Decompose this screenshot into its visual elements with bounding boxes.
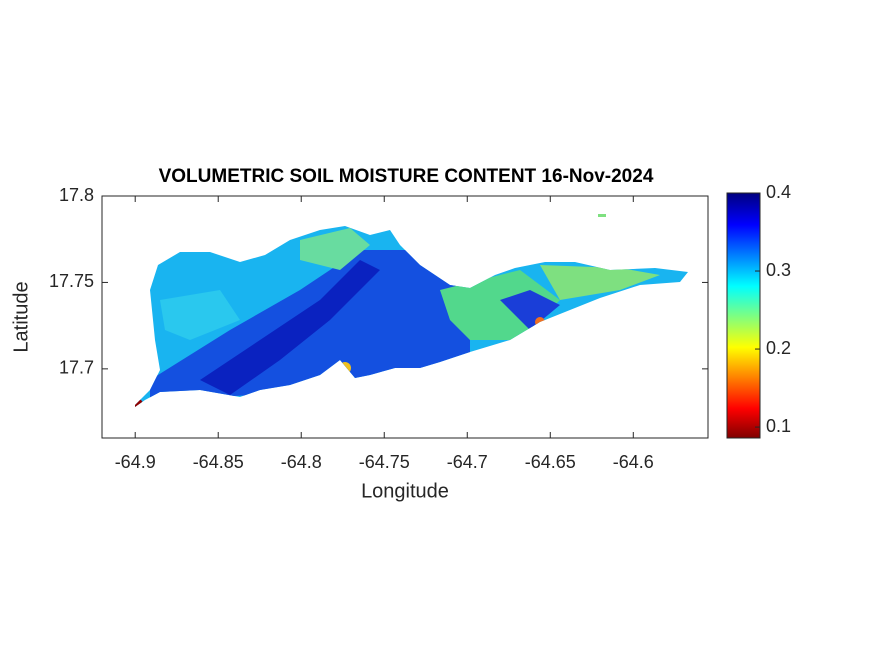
x-tick-label: -64.7	[447, 452, 488, 472]
colorbar-tick-label: 0.4	[766, 182, 791, 202]
islet	[598, 214, 606, 217]
y-tick-label: 17.75	[49, 271, 94, 291]
colorbar	[726, 192, 761, 439]
y-tick-label: 17.7	[59, 358, 94, 378]
x-tick-label: -64.75	[359, 452, 410, 472]
x-tick-label: -64.85	[193, 452, 244, 472]
x-tick-label: -64.9	[115, 452, 156, 472]
y-axis-label: Latitude	[10, 281, 32, 352]
chart-title: VOLUMETRIC SOIL MOISTURE CONTENT 16-Nov-…	[159, 166, 654, 187]
x-tick-label: -64.65	[525, 452, 576, 472]
colorbar-tick-label: 0.3	[766, 260, 791, 280]
x-tick-label: -64.6	[613, 452, 654, 472]
x-tick-label: -64.8	[281, 452, 322, 472]
colorbar-tick-label: 0.2	[766, 338, 791, 358]
colorbar-tick-label: 0.1	[766, 416, 791, 436]
x-axis-label: Longitude	[361, 480, 449, 502]
y-tick-label: 17.8	[59, 185, 94, 205]
